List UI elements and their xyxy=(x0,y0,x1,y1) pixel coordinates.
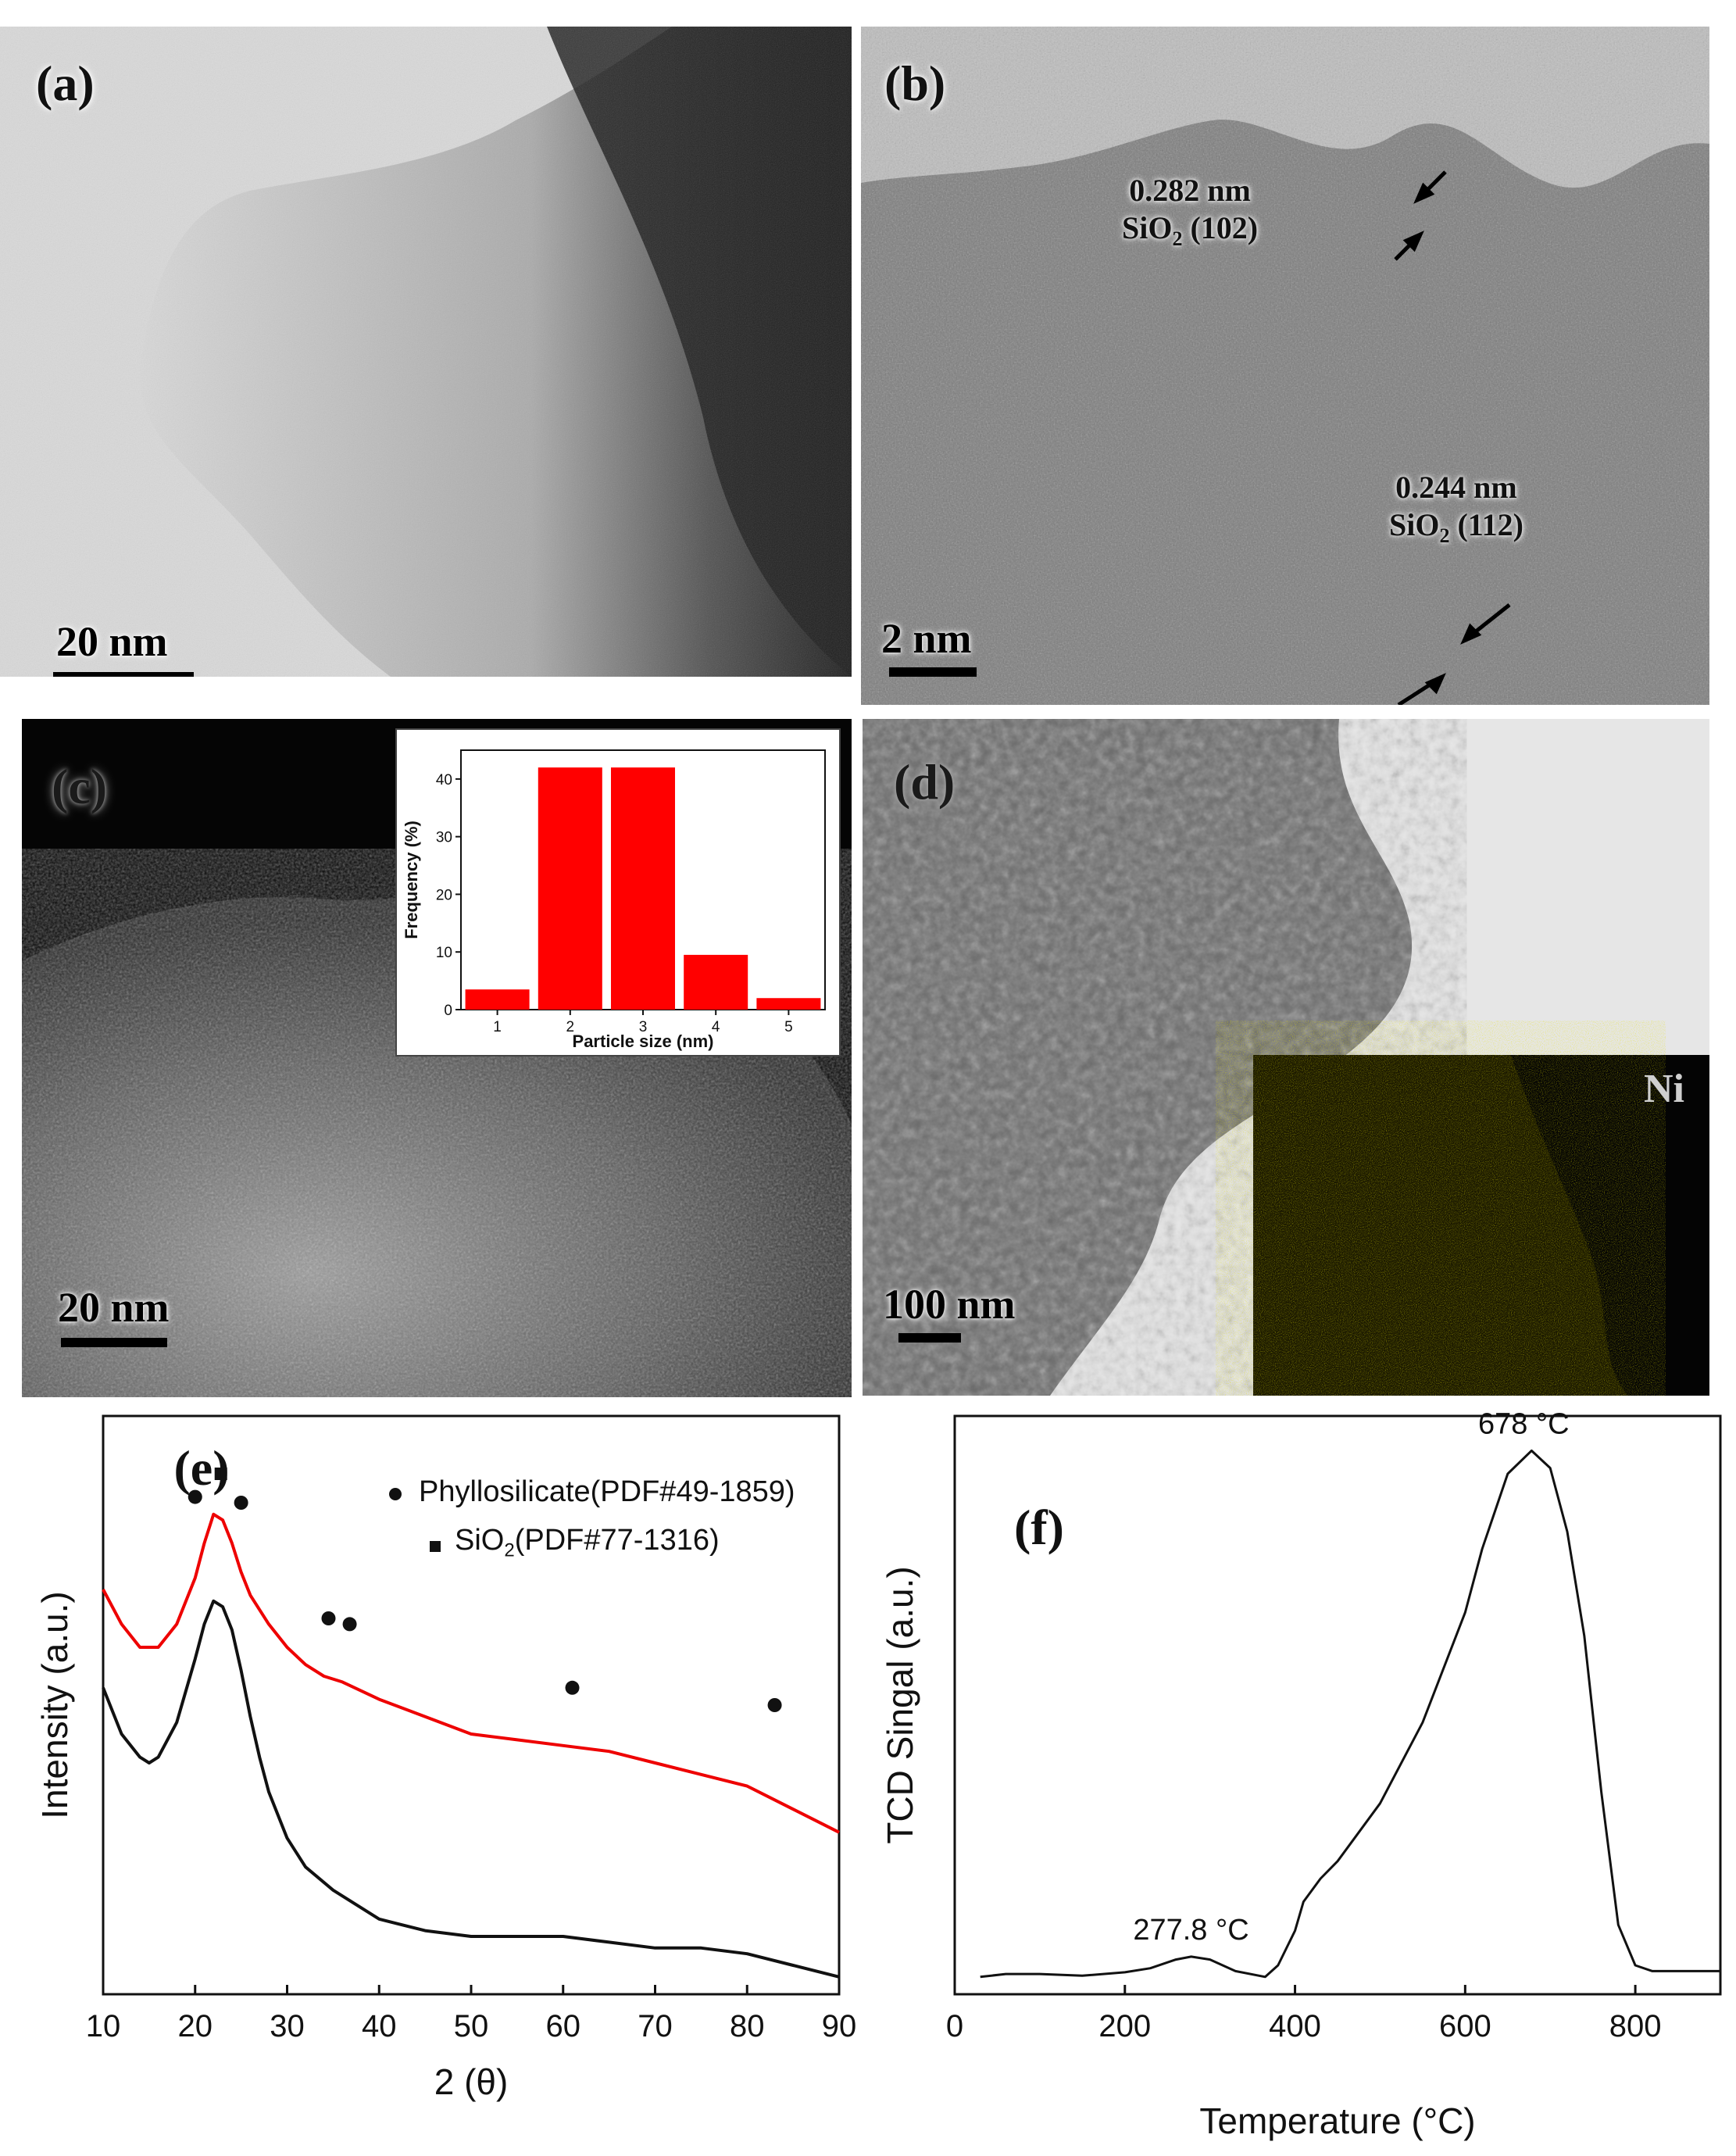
histogram-bar xyxy=(756,998,821,1010)
panel-a-scale-bar xyxy=(53,672,194,677)
histogram-y-tick-label: 40 xyxy=(436,772,452,788)
x-tick-label: 10 xyxy=(86,2009,121,2043)
phyllosilicate-peak-marker xyxy=(321,1611,336,1625)
xrd-y-axis-title: Intensity (a.u.) xyxy=(34,1591,75,1818)
xrd-chart-svg: 10 20 30 40 50 60 70 80 90 (e) 2 (θ) Intensity (… xyxy=(34,1414,857,2102)
panel-c-micrograph xyxy=(22,719,852,1397)
histogram-x-label: Particle size (nm) xyxy=(573,1032,714,1051)
panel-b-micrograph xyxy=(861,27,1709,705)
d-spacing-label-2: 0.244 nm SiO2 (112) xyxy=(1389,469,1523,548)
sio2-peak-marker xyxy=(214,1468,227,1480)
xrd-x-axis-title: 2 (θ) xyxy=(434,2061,509,2102)
panel-b-label: (b) xyxy=(884,55,946,111)
ni-map-label: Ni xyxy=(1644,1067,1684,1111)
panel-b-hrtem-image: (b) 0.282 nm SiO2 (102) 0.244 nm SiO2 (1… xyxy=(861,27,1709,705)
tpr-plot-frame xyxy=(953,1414,1722,1996)
x-tick-label: 0 xyxy=(946,2009,963,2043)
phyllosilicate-peak-marker xyxy=(342,1617,357,1632)
series-line-1 xyxy=(102,1512,840,1834)
lattice-arrow-1 xyxy=(1394,170,1447,261)
panel-f-label: (f) xyxy=(1014,1500,1064,1555)
histogram-x-tick-label: 3 xyxy=(639,1019,648,1035)
x-tick-label: 800 xyxy=(1609,2009,1662,2043)
d-spacing-label-1: 0.282 nm SiO2 (102) xyxy=(1122,172,1258,251)
d-spacing-plane-1: SiO2 (102) xyxy=(1122,210,1259,250)
x-tick-label: 30 xyxy=(270,2009,305,2043)
histogram-y-tick-label: 10 xyxy=(436,945,452,961)
d-spacing-plane-2: SiO2 (112) xyxy=(1389,507,1523,547)
histogram-x-tick-label: 2 xyxy=(566,1019,575,1035)
x-tick-label: 80 xyxy=(730,2009,765,2043)
x-tick-label: 600 xyxy=(1439,2009,1491,2043)
legend-circle-symbol xyxy=(389,1488,402,1500)
histogram-x-tick-label: 1 xyxy=(493,1019,502,1035)
histogram-svg: 0 10 20 30 40 1 2 3 4 5 Particle size (nm) Frequ… xyxy=(395,728,841,1057)
phyllosilicate-peak-marker xyxy=(565,1680,580,1695)
panel-d-scale-bar xyxy=(898,1333,961,1343)
histogram-x-tick-label: 5 xyxy=(784,1019,793,1035)
histogram-bar xyxy=(538,767,602,1010)
panel-f-h2-tpr-chart: 0 200 400 600 800 678 °C 277.8 °C (f) Tempera… xyxy=(867,1407,1736,2156)
histogram-y-label: Frequency (%) xyxy=(402,821,421,939)
panel-d-eds-image: (d) Ni 100 nm xyxy=(863,719,1709,1396)
panel-a-scale-text: 20 nm xyxy=(56,618,168,665)
series-line-2 xyxy=(102,1599,840,1979)
peak-temperature-label: 678 °C xyxy=(1478,1407,1570,1440)
panel-c-label: (c) xyxy=(52,759,108,814)
series-line-1 xyxy=(980,1449,1720,1979)
legend-square-symbol xyxy=(430,1541,441,1552)
x-tick-label: 200 xyxy=(1098,2009,1151,2043)
panel-b-scale-bar xyxy=(889,667,977,677)
panel-b-scale-text: 2 nm xyxy=(881,615,972,662)
phyllosilicate-peak-marker xyxy=(188,1489,202,1504)
panel-e-xrd-chart: 10 20 30 40 50 60 70 80 90 (e) 2 (θ) Intensity (… xyxy=(0,1407,867,2156)
histogram-bar xyxy=(610,767,676,1010)
legend-sio2: SiO2(PDF#77-1316) xyxy=(455,1524,720,1561)
panel-c-haadf-image: (c) 20 nm 0 10 20 30 40 1 2 3 4 5 Particle size … xyxy=(22,719,852,1397)
histogram-y-tick-label: 30 xyxy=(436,830,452,846)
x-tick-label: 90 xyxy=(822,2009,857,2043)
panel-a-micrograph xyxy=(0,27,852,677)
x-tick-label: 400 xyxy=(1269,2009,1321,2043)
panel-d-scale-text: 100 nm xyxy=(883,1281,1016,1328)
x-tick-label: 60 xyxy=(546,2009,581,2043)
particle-size-histogram: 0 10 20 30 40 1 2 3 4 5 Particle size (nm) Frequ… xyxy=(395,728,841,1057)
lattice-arrow-2 xyxy=(1397,603,1511,705)
tpr-x-axis-title: Temperature (°C) xyxy=(1199,2101,1475,2141)
phyllosilicate-peak-marker xyxy=(767,1698,782,1712)
histogram-bar xyxy=(684,954,748,1010)
histogram-y-tick-label: 20 xyxy=(436,887,452,903)
legend-phyllosilicate: Phyllosilicate(PDF#49-1859) xyxy=(419,1475,795,1508)
panel-a-tem-image: (a) 20 nm xyxy=(0,27,852,677)
peak-temperature-label: 277.8 °C xyxy=(1133,1914,1248,1947)
x-tick-label: 70 xyxy=(638,2009,673,2043)
d-spacing-value-1: 0.282 nm xyxy=(1129,173,1251,208)
panel-e-label: (e) xyxy=(173,1440,229,1496)
panel-d-label: (d) xyxy=(894,754,956,810)
x-tick-label: 50 xyxy=(454,2009,489,2043)
panel-c-scale-bar xyxy=(61,1338,167,1347)
d-spacing-value-2: 0.244 nm xyxy=(1395,470,1517,505)
histogram-x-tick-label: 4 xyxy=(712,1019,720,1035)
x-tick-label: 40 xyxy=(362,2009,397,2043)
panel-c-scale-text: 20 nm xyxy=(58,1284,170,1331)
panel-d-micrograph xyxy=(863,719,1709,1396)
ni-eds-map xyxy=(1253,1055,1709,1396)
histogram-y-tick-label: 0 xyxy=(444,1003,452,1019)
tpr-chart-svg: 0 200 400 600 800 678 °C 277.8 °C (f) Tempera… xyxy=(880,1407,1722,2141)
x-tick-label: 20 xyxy=(178,2009,213,2043)
tpr-y-axis-title: TCD Singal (a.u.) xyxy=(880,1566,920,1843)
panel-a-label: (a) xyxy=(36,55,95,111)
histogram-bar xyxy=(465,989,530,1010)
phyllosilicate-peak-marker xyxy=(234,1496,248,1510)
